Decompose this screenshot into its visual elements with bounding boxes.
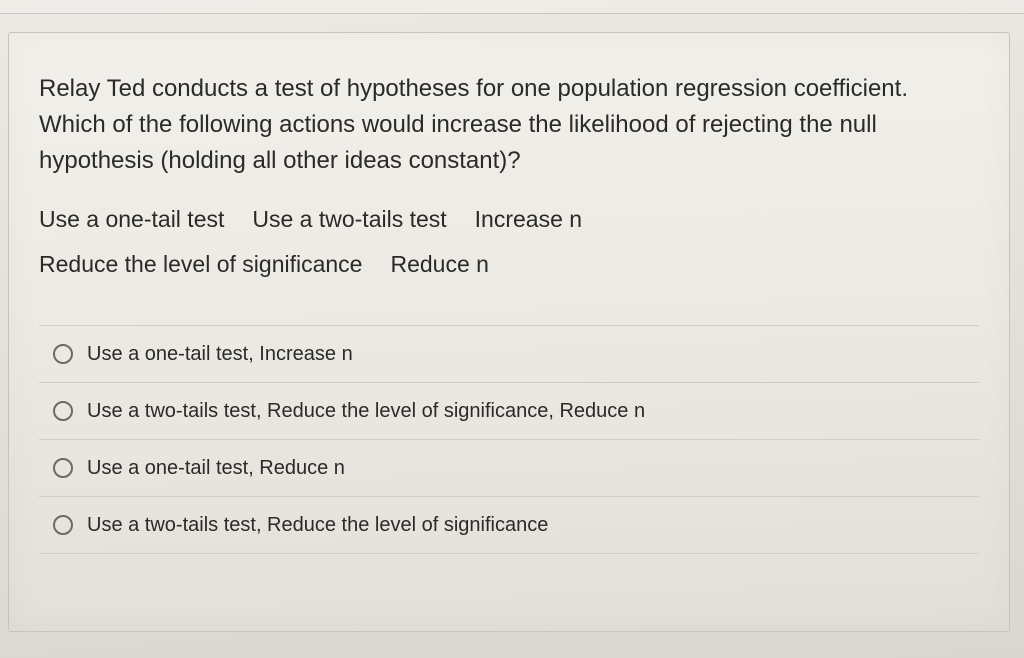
choices-row-2: Reduce the level of significance Reduce … (39, 246, 979, 283)
top-strip (0, 0, 1024, 14)
radio-icon (53, 515, 73, 535)
choices-row-1: Use a one-tail test Use a two-tails test… (39, 201, 979, 238)
answer-option-2[interactable]: Use a one-tail test, Reduce n (39, 439, 979, 496)
question-prompt: Relay Ted conducts a test of hypotheses … (39, 71, 979, 179)
radio-icon (53, 401, 73, 421)
question-card: Relay Ted conducts a test of hypotheses … (8, 32, 1010, 632)
option-label: Use a one-tail test, Reduce n (87, 454, 345, 482)
choice-item: Reduce the level of significance (39, 246, 362, 283)
screen: Relay Ted conducts a test of hypotheses … (0, 0, 1024, 658)
radio-icon (53, 458, 73, 478)
answer-option-0[interactable]: Use a one-tail test, Increase n (39, 325, 979, 382)
choice-item: Use a two-tails test (252, 201, 446, 238)
choice-item: Reduce n (390, 246, 488, 283)
option-label: Use a one-tail test, Increase n (87, 340, 353, 368)
choice-item: Increase n (475, 201, 582, 238)
option-label: Use a two-tails test, Reduce the level o… (87, 397, 645, 425)
option-label: Use a two-tails test, Reduce the level o… (87, 511, 548, 539)
radio-icon (53, 344, 73, 364)
choice-item: Use a one-tail test (39, 201, 224, 238)
answer-option-1[interactable]: Use a two-tails test, Reduce the level o… (39, 382, 979, 439)
answer-option-3[interactable]: Use a two-tails test, Reduce the level o… (39, 496, 979, 554)
spacer (39, 291, 979, 325)
